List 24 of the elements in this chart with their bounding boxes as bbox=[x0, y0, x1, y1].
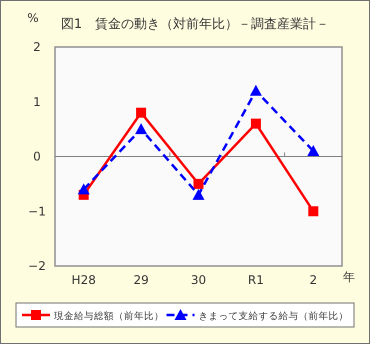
legend-label: きまって支給する給与（前年比） bbox=[198, 310, 348, 322]
x-tick-label: 2 bbox=[309, 273, 318, 287]
y-axis-title: % bbox=[27, 11, 39, 25]
y-tick-label: 1 bbox=[33, 94, 41, 109]
point bbox=[136, 108, 146, 118]
point bbox=[192, 188, 204, 200]
point bbox=[250, 84, 262, 96]
x-tick-label: 30 bbox=[190, 273, 206, 287]
point bbox=[194, 178, 204, 189]
x-axis-title: 年 bbox=[343, 270, 355, 284]
y-tick-label: 0 bbox=[33, 150, 41, 164]
point bbox=[308, 206, 318, 216]
point bbox=[78, 183, 90, 194]
chart-title: 図1 賃金の動き（対前年比）－調査産業計－ bbox=[60, 16, 330, 32]
y-tick-label: −1 bbox=[28, 204, 46, 218]
point bbox=[307, 145, 320, 156]
legend-label: 現金給与総額（前年比） bbox=[54, 310, 164, 322]
point bbox=[250, 118, 261, 129]
x-tick-label: 29 bbox=[133, 273, 149, 287]
y-tick-label: 2 bbox=[33, 40, 41, 54]
point bbox=[135, 123, 148, 134]
x-tick-label: R1 bbox=[248, 273, 264, 287]
y-tick-label: −2 bbox=[28, 259, 46, 273]
x-tick-label: H28 bbox=[72, 273, 96, 287]
